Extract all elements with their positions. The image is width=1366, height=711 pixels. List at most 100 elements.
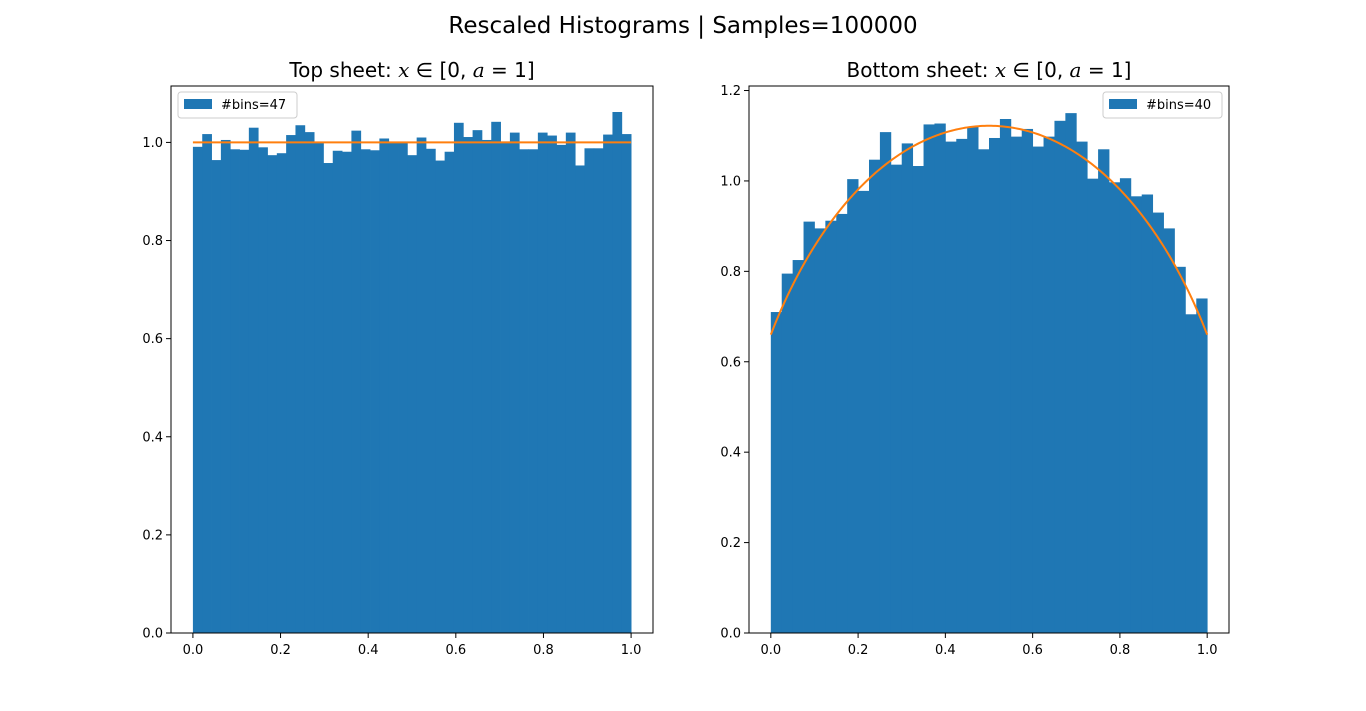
top-sheet-xtick-label: 1.0: [621, 643, 642, 658]
bottom-sheet-bar: [803, 221, 815, 634]
bottom-sheet-bar: [956, 138, 968, 634]
bottom-sheet-axes-frame: [748, 85, 1230, 634]
bottom-sheet-bars: [770, 113, 1208, 634]
top-sheet-bar: [286, 135, 296, 633]
top-sheet-bar: [267, 155, 278, 634]
bottom-sheet-bar: [945, 141, 957, 633]
top-sheet-legend-box: [177, 91, 298, 119]
bottom-sheet-bar: [879, 132, 892, 633]
top-sheet-bar: [491, 121, 501, 633]
top-sheet-bar: [192, 146, 203, 634]
top-sheet-bar: [276, 153, 287, 633]
top-sheet-bar: [239, 149, 250, 633]
bottom-sheet-ytick-label: 0.2: [720, 536, 741, 551]
title-suffix: = 1]: [485, 58, 535, 82]
top-sheet-bars: [192, 112, 632, 634]
bottom-sheet-bar: [869, 159, 881, 634]
top-sheet-bar: [453, 122, 464, 633]
bottom-sheet-legend-box: [1102, 91, 1223, 119]
top-sheet-yticks: 0.0 0.2 0.4 0.6 0.8 1.0: [142, 136, 171, 642]
bottom-sheet-bar: [1054, 120, 1066, 634]
top-sheet-bar: [202, 134, 212, 633]
bottom-sheet-bar: [858, 190, 870, 633]
bottom-sheet-bar: [847, 179, 859, 634]
bottom-sheet-bar: [1141, 194, 1154, 634]
bottom-sheet-xticks: 0.0 0.2 0.4 0.6 0.8 1.0: [760, 633, 1218, 658]
bottom-sheet-xtick-label: 0.8: [1110, 643, 1131, 658]
title-var-a: a: [1070, 58, 1082, 82]
bottom-sheet-legend: #bins=40: [1102, 91, 1223, 119]
bottom-sheet-curve-group: [769, 124, 1209, 336]
bottom-sheet-xtick-label: 0.4: [935, 643, 956, 658]
bottom-sheet-chart: Bottom sheet: x ∈ [0, a = 1] 0.0 0.2 0.4 0.…: [720, 58, 1230, 658]
bottom-sheet-bar: [923, 124, 935, 633]
top-sheet-bar: [407, 155, 418, 634]
bottom-sheet-bar: [1021, 128, 1034, 633]
bottom-sheet-legend-label: #bins=40: [1146, 98, 1211, 113]
top-sheet-bar: [556, 144, 567, 634]
top-sheet-bar: [425, 148, 436, 633]
top-sheet-bar: [230, 149, 240, 633]
top-sheet-bar: [360, 149, 371, 633]
figure-suptitle: Rescaled Histograms | Samples=100000: [448, 13, 917, 39]
bottom-sheet-ytick-label: 0.0: [720, 627, 741, 642]
top-sheet-bar: [519, 149, 529, 633]
top-sheet-bar: [547, 135, 557, 633]
top-sheet-bar: [621, 134, 632, 633]
bottom-sheet-bar: [999, 119, 1012, 633]
title-prefix: Top sheet:: [288, 58, 398, 82]
bottom-sheet-bar: [1065, 113, 1077, 634]
top-sheet-bar: [351, 130, 362, 633]
bottom-sheet-xtick-label: 1.0: [1197, 643, 1218, 658]
top-sheet-ytick-label: 0.6: [142, 332, 163, 347]
top-sheet-ytick-label: 0.0: [142, 627, 163, 642]
bottom-sheet-legend-swatch: [1109, 99, 1137, 109]
bottom-sheet-bar: [1174, 266, 1186, 633]
top-sheet-ytick-label: 1.0: [142, 136, 163, 151]
top-sheet-bar: [435, 160, 446, 633]
top-sheet-xtick-label: 0.0: [183, 643, 204, 658]
top-sheet-xtick-label: 0.8: [533, 643, 554, 658]
bottom-sheet-bar: [825, 220, 837, 633]
top-sheet-bar: [258, 147, 268, 633]
top-sheet-bar: [593, 148, 604, 634]
top-sheet-bar: [612, 112, 623, 633]
title-suffix: = 1]: [1081, 58, 1131, 82]
bottom-sheet-ytick-label: 1.0: [720, 174, 741, 189]
bottom-sheet-bar: [1043, 136, 1055, 633]
title-in: ∈ [0,: [1006, 58, 1069, 82]
top-sheet-ytick-label: 0.2: [142, 528, 163, 543]
top-sheet-bar: [379, 138, 390, 633]
bottom-sheet-bar: [934, 123, 946, 633]
bottom-sheet-bar: [978, 149, 990, 634]
bottom-sheet-bar: [890, 164, 903, 634]
top-sheet-legend-swatch: [184, 99, 212, 109]
top-sheet-bar: [481, 139, 492, 634]
top-sheet-bar: [528, 149, 539, 633]
bottom-sheet-ytick-label: 1.2: [720, 84, 741, 99]
top-sheet-bar: [332, 150, 343, 633]
top-sheet-axes-frame: [170, 85, 654, 634]
top-sheet-xtick-label: 0.2: [270, 643, 291, 658]
bottom-sheet-bar: [912, 166, 924, 634]
title-var-x: x: [995, 58, 1006, 82]
top-sheet-bar: [603, 134, 613, 633]
top-sheet-bar: [444, 151, 455, 634]
bottom-sheet-bar: [1010, 136, 1023, 633]
bottom-sheet-ytick-label: 0.8: [720, 265, 741, 280]
top-sheet-bar: [472, 130, 483, 633]
top-sheet-xtick-label: 0.4: [358, 643, 379, 658]
bottom-sheet-xtick-label: 0.2: [848, 643, 869, 658]
top-sheet-title: Top sheet: x ∈ [0, a = 1]: [288, 58, 534, 82]
bottom-sheet-bar: [1109, 182, 1121, 633]
bottom-sheet-bar: [901, 143, 914, 633]
top-sheet-bar: [314, 142, 324, 633]
bottom-sheet-bar: [1163, 228, 1175, 634]
top-sheet-bar: [398, 142, 408, 633]
top-sheet-bar: [509, 132, 520, 633]
top-sheet-bar: [584, 148, 595, 634]
bottom-sheet-bar: [770, 312, 783, 633]
bottom-sheet-bar: [967, 126, 979, 634]
top-sheet-bar: [220, 139, 231, 634]
